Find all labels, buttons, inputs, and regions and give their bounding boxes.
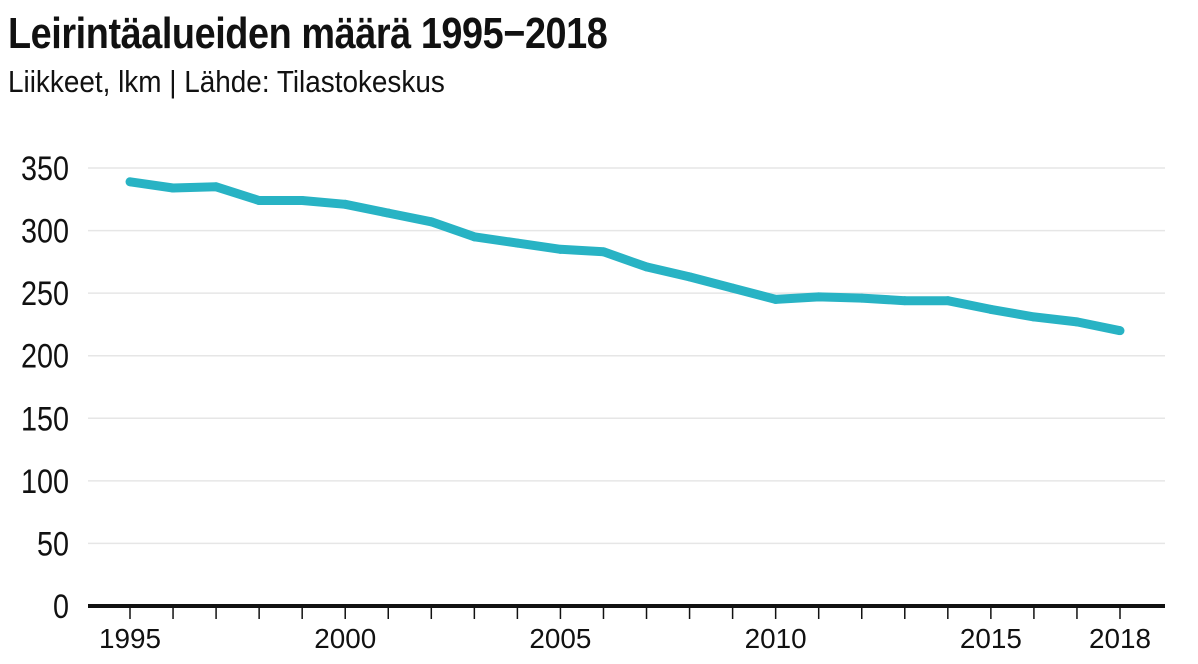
data-point-1996: [168, 183, 178, 193]
data-point-2002: [426, 217, 436, 227]
chart-header: Leirintäalueiden määrä 1995−2018 Liikkee…: [8, 6, 705, 102]
data-point-2014: [943, 296, 953, 306]
y-tick-label-0: 0: [53, 588, 69, 626]
data-point-2003: [469, 232, 479, 242]
y-tick-label-350: 350: [21, 150, 69, 188]
y-tick-label-200: 200: [21, 338, 69, 376]
y-axis-labels: 0 50 100 150 200 250 300 350: [21, 150, 69, 626]
data-point-2004: [512, 238, 522, 248]
data-point-2016: [1029, 312, 1039, 322]
data-point-2007: [642, 262, 652, 272]
x-tick-label-2015: 2015: [960, 623, 1022, 654]
data-point-2005: [555, 244, 565, 254]
data-point-2013: [900, 296, 910, 306]
data-point-2018: [1115, 326, 1125, 336]
data-point-1995: [125, 177, 135, 187]
data-point-1999: [297, 196, 307, 206]
gridlines: [88, 167, 1165, 545]
x-tick-label-2000: 2000: [314, 623, 376, 654]
x-tick-label-2018: 2018: [1089, 623, 1151, 654]
data-point-2008: [685, 272, 695, 282]
data-point-2012: [857, 293, 867, 303]
y-tick-label-150: 150: [21, 400, 69, 438]
y-tick-label-100: 100: [21, 463, 69, 501]
data-point-2009: [728, 283, 738, 293]
data-point-1997: [211, 182, 221, 192]
data-point-2000: [340, 199, 350, 209]
y-tick-label-250: 250: [21, 275, 69, 313]
data-point-1998: [254, 196, 264, 206]
chart-title: Leirintäalueiden määrä 1995−2018: [8, 9, 608, 58]
data-point-2001: [383, 208, 393, 218]
data-point-2017: [1072, 317, 1082, 327]
series-layer: [125, 177, 1125, 336]
data-point-2006: [598, 247, 608, 257]
x-tick-label-1995: 1995: [99, 623, 161, 654]
data-point-2015: [986, 304, 996, 314]
x-tick-label-2005: 2005: [529, 623, 591, 654]
x-tick-label-2010: 2010: [745, 623, 807, 654]
y-tick-label-50: 50: [37, 525, 69, 563]
data-point-2011: [814, 292, 824, 302]
series-line-0: [129, 177, 1121, 336]
x-axis: 1995 2000 2005 2010 2015 2018: [88, 604, 1165, 654]
y-tick-label-300: 300: [21, 213, 69, 251]
data-point-2010: [771, 294, 781, 304]
chart-subtitle: Liikkeet, lkm | Lähde: Tilastokeskus: [8, 64, 445, 99]
